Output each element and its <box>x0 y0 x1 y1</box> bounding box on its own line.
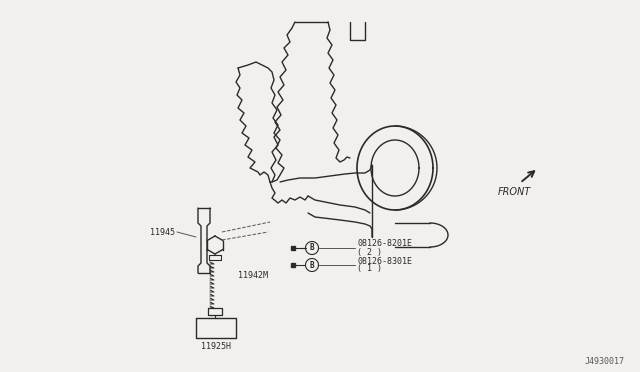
Text: ( 1 ): ( 1 ) <box>357 264 382 273</box>
Text: 11925H: 11925H <box>201 342 231 351</box>
Text: ( 2 ): ( 2 ) <box>357 247 382 257</box>
Text: B: B <box>310 244 314 253</box>
Text: B: B <box>310 260 314 269</box>
Text: J4930017: J4930017 <box>585 357 625 366</box>
Text: 08126-8201E: 08126-8201E <box>357 240 412 248</box>
Text: 08126-8301E: 08126-8301E <box>357 257 412 266</box>
Text: FRONT: FRONT <box>498 187 531 197</box>
Text: 11942M: 11942M <box>238 270 268 279</box>
Text: 11945: 11945 <box>150 228 175 237</box>
